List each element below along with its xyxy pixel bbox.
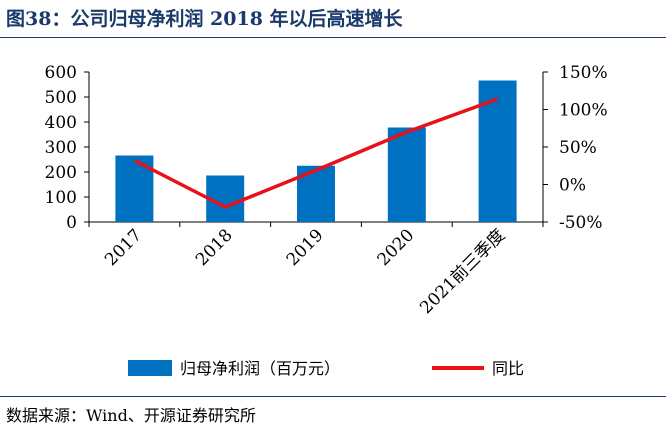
- bar: [478, 80, 517, 222]
- y-left-tick-label: 600: [45, 63, 77, 83]
- y-right-tick-label: 100%: [559, 101, 608, 121]
- source-note: 数据来源：Wind、开源证券研究所: [6, 406, 256, 425]
- line-series: [133, 97, 499, 209]
- y-right-tick-label: 150%: [559, 63, 608, 83]
- x-tick-label: 2021前三季度: [416, 225, 509, 318]
- x-tick-label: 2020: [374, 225, 419, 270]
- combo-chart: 0 100 200 300 400 500 600 -50% 0% 50% 100% 150% 2017…: [45, 63, 608, 378]
- legend-label-bar: 归母净利润（百万元）: [180, 359, 340, 378]
- x-tick-label: 2018: [192, 225, 237, 270]
- y-left-tick-label: 0: [66, 213, 77, 233]
- y-left-tick-label: 100: [45, 188, 77, 208]
- y-left-tick-label: 400: [45, 113, 77, 133]
- yoy-line: [133, 97, 499, 209]
- title-divider: [0, 37, 666, 38]
- y-right-tick-label: 0%: [559, 176, 586, 196]
- y-right-tick-label: -50%: [559, 213, 603, 233]
- legend-label-line: 同比: [492, 359, 524, 378]
- legend-swatch-bar: [128, 360, 172, 376]
- bar-series: [115, 80, 517, 222]
- chart-title: 图38：公司归母净利润 2018 年以后高速增长: [6, 8, 403, 30]
- legend: 归母净利润（百万元） 同比: [128, 359, 524, 378]
- bar: [387, 127, 426, 222]
- y-left-tick-label: 300: [45, 138, 77, 158]
- y-left-tick-label: 500: [45, 88, 77, 108]
- y-right-tick-label: 50%: [559, 138, 597, 158]
- x-tick-label: 2019: [283, 225, 328, 270]
- footer-divider: [0, 396, 666, 397]
- x-tick-label: 2017: [101, 225, 146, 270]
- y-left-tick-label: 200: [45, 163, 77, 183]
